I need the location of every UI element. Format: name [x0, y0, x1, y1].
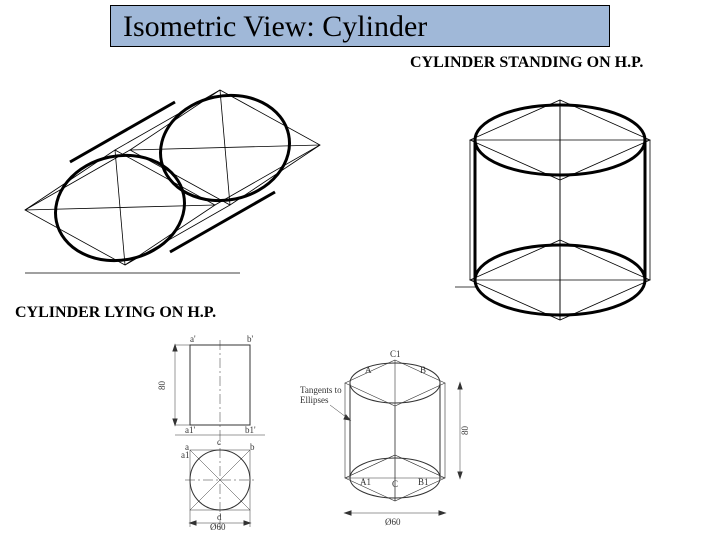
lbl-B: B — [420, 365, 426, 375]
lbl-a1: a1 — [181, 450, 190, 460]
dim-dia: Ø60 — [210, 522, 226, 530]
lbl-C1: C1 — [390, 349, 401, 359]
lbl-a-prime: a' — [190, 335, 196, 344]
tangent-note-l2: Ellipses — [300, 395, 329, 405]
lbl-B1: B1 — [418, 477, 429, 487]
lbl-b-prime: b' — [247, 335, 254, 344]
lbl-A: A — [365, 365, 372, 375]
tangent-note-l1: Tangents to — [300, 385, 342, 395]
isometric-construction: C1 A B A1 C B1 80 Ø60 Tangents to Ellips… — [300, 335, 480, 530]
lbl-d: d — [217, 512, 222, 522]
lying-cylinder-diagram — [20, 60, 350, 280]
lbl-A1: A1 — [360, 477, 371, 487]
lbl-b: b — [250, 442, 255, 452]
orthographic-view: 80 a' b' a1' b1' a b c d a1 Ø60 — [135, 335, 295, 530]
dim-height-iso: 80 — [460, 426, 470, 436]
dim-dia-iso: Ø60 — [385, 517, 401, 527]
lbl-C: C — [392, 479, 398, 489]
label-lying: CYLINDER LYING ON H.P. — [15, 304, 216, 322]
dim-height: 80 — [157, 381, 167, 391]
page-title: Isometric View: Cylinder — [123, 10, 427, 43]
title-bar: Isometric View: Cylinder — [110, 5, 610, 47]
label-standing: CYLINDER STANDING ON H.P. — [410, 54, 643, 72]
lbl-b1-prime: b1' — [245, 425, 256, 435]
lbl-c: c — [217, 437, 221, 447]
lbl-a1-prime: a1' — [185, 425, 195, 435]
standing-cylinder-diagram — [440, 95, 685, 330]
